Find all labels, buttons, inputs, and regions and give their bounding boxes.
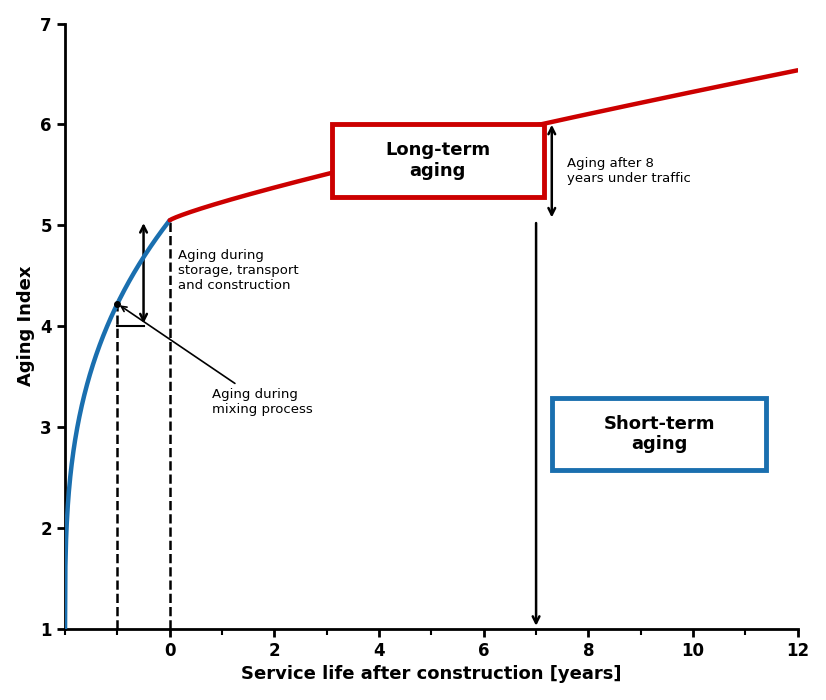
Text: Aging during
mixing process: Aging during mixing process	[121, 307, 312, 416]
FancyBboxPatch shape	[552, 398, 767, 470]
FancyBboxPatch shape	[332, 125, 544, 197]
Text: Aging after 8
years under traffic: Aging after 8 years under traffic	[567, 157, 691, 185]
Text: Long-term
aging: Long-term aging	[385, 141, 491, 180]
Text: Short-term
aging: Short-term aging	[603, 414, 714, 454]
Y-axis label: Aging Index: Aging Index	[17, 266, 35, 386]
Text: Aging during
storage, transport
and construction: Aging during storage, transport and cons…	[178, 249, 298, 292]
X-axis label: Service life after construction [years]: Service life after construction [years]	[241, 665, 622, 683]
